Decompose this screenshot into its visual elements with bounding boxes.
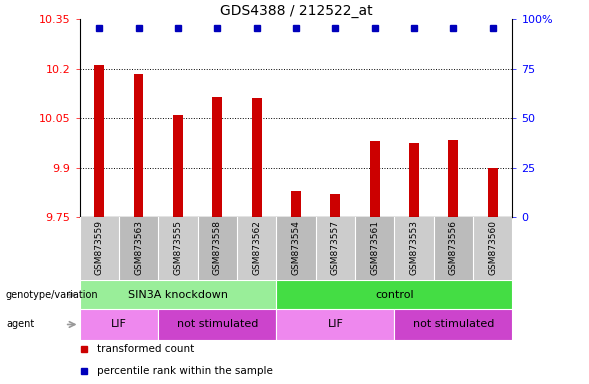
Title: GDS4388 / 212522_at: GDS4388 / 212522_at	[220, 4, 372, 18]
Bar	[134, 74, 144, 217]
Bar	[473, 217, 512, 280]
Bar	[355, 217, 395, 280]
Text: control: control	[375, 290, 413, 300]
Bar	[80, 309, 158, 340]
Text: not stimulated: not stimulated	[413, 319, 494, 329]
Text: LIF: LIF	[327, 319, 343, 329]
Bar	[409, 143, 419, 217]
Text: genotype/variation: genotype/variation	[6, 290, 98, 300]
Bar	[395, 217, 434, 280]
Bar	[80, 280, 276, 309]
Text: GSM873553: GSM873553	[409, 220, 419, 275]
Bar	[197, 217, 237, 280]
Bar	[94, 65, 104, 217]
Bar	[276, 217, 316, 280]
Bar	[448, 139, 458, 217]
Bar	[80, 217, 119, 280]
Bar	[370, 141, 379, 217]
Bar	[434, 217, 473, 280]
Bar	[158, 217, 197, 280]
Text: GSM873555: GSM873555	[173, 220, 183, 275]
Text: percentile rank within the sample: percentile rank within the sample	[97, 366, 273, 376]
Text: GSM873554: GSM873554	[292, 220, 300, 275]
Bar	[291, 190, 301, 217]
Bar	[237, 217, 276, 280]
Text: GSM873561: GSM873561	[370, 220, 379, 275]
Bar	[213, 97, 222, 217]
Bar	[316, 217, 355, 280]
Text: GSM873556: GSM873556	[449, 220, 458, 275]
Text: GSM873562: GSM873562	[252, 220, 261, 275]
Text: transformed count: transformed count	[97, 344, 194, 354]
Text: GSM873558: GSM873558	[213, 220, 222, 275]
Text: GSM873563: GSM873563	[134, 220, 143, 275]
Bar	[173, 115, 183, 217]
Text: SIN3A knockdown: SIN3A knockdown	[128, 290, 228, 300]
Bar	[330, 194, 340, 217]
Text: agent: agent	[6, 319, 34, 329]
Text: GSM873560: GSM873560	[488, 220, 497, 275]
Text: LIF: LIF	[111, 319, 127, 329]
Text: not stimulated: not stimulated	[177, 319, 258, 329]
Bar	[119, 217, 158, 280]
Bar	[158, 309, 276, 340]
Bar	[252, 98, 262, 217]
Bar	[395, 309, 512, 340]
Bar	[276, 309, 395, 340]
Bar	[488, 167, 498, 217]
Bar	[276, 280, 512, 309]
Text: GSM873557: GSM873557	[331, 220, 340, 275]
Text: GSM873559: GSM873559	[95, 220, 104, 275]
